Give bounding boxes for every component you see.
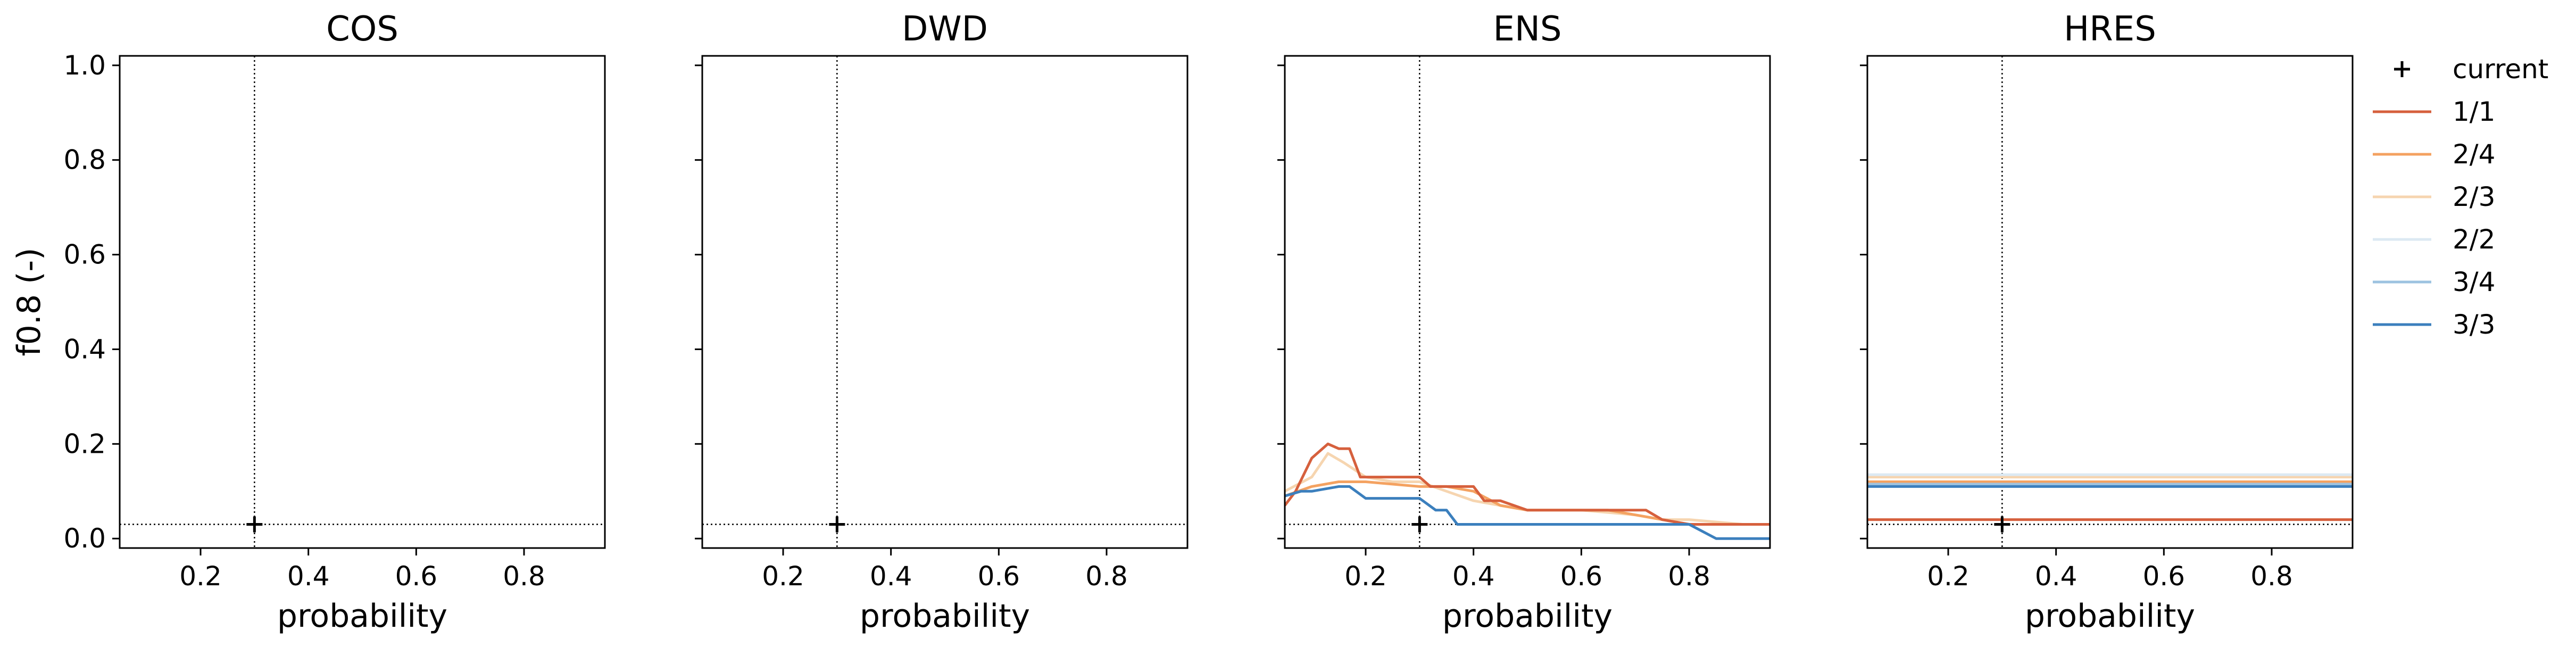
panel-hres: HRES 0.2 0.4 0.6 0.8 probability: [1860, 10, 2354, 635]
legend-item-2-of-2: 2/2: [2373, 224, 2495, 255]
chart-panels: COS 0.2 0.4 0.6 0.8 probability 0.0 0.2 0.4 0.6 0.…: [11, 10, 2354, 635]
legend-item-2-of-4: 2/4: [2373, 139, 2495, 170]
current-marker: [1994, 516, 2010, 533]
panel-title-hres: HRES: [2064, 10, 2156, 49]
series-group: [1285, 442, 1770, 540]
legend-label: 2/3: [2453, 181, 2495, 212]
y-tick-label: 0.0: [63, 523, 106, 554]
series-line-1-of-1-ens: [1285, 442, 1770, 526]
x-tick-label: 0.2: [762, 561, 804, 592]
legend-label: 3/3: [2453, 309, 2495, 340]
current-marker: [829, 516, 845, 533]
legend-item-current: current: [2394, 54, 2548, 85]
chart-legend: current 1/1 2/4 2/3 2/2 3/4 3/3: [2373, 54, 2548, 340]
legend-label: 3/4: [2453, 267, 2495, 297]
panel-title-dwd: DWD: [902, 10, 988, 49]
x-tick-label: 0.8: [503, 561, 545, 592]
x-tick-label: 0.2: [1927, 561, 1970, 592]
legend-item-2-of-3: 2/3: [2373, 181, 2495, 212]
x-axis-label: probability: [277, 598, 447, 635]
x-tick-label: 0.4: [2035, 561, 2078, 592]
series-line-2-of-3-ens: [1285, 452, 1770, 526]
y-tick-label: 0.4: [63, 334, 106, 364]
panel-ens: ENS 0.2 0.4 0.6 0.8 probability: [1277, 10, 1771, 635]
legend-item-3-of-3: 3/3: [2373, 309, 2495, 340]
legend-label: 2/4: [2453, 139, 2495, 170]
legend-item-3-of-4: 3/4: [2373, 267, 2495, 297]
current-marker: [1411, 516, 1428, 533]
x-tick-label: 0.6: [978, 561, 1020, 592]
legend-label: 2/2: [2453, 224, 2495, 255]
x-tick-label: 0.8: [1085, 561, 1128, 592]
current-marker: [246, 516, 263, 533]
legend-item-1-of-1: 1/1: [2373, 96, 2495, 127]
panel-dwd: DWD 0.2 0.4 0.6 0.8 probability: [695, 10, 1189, 635]
y-tick-label: 0.8: [63, 145, 106, 176]
x-tick-label: 0.4: [870, 561, 912, 592]
legend-label: current: [2453, 54, 2548, 85]
x-tick-label: 0.8: [1668, 561, 1710, 592]
axes-frame: [1284, 55, 1771, 549]
x-tick-label: 0.2: [1344, 561, 1387, 592]
y-tick-label: 1.0: [63, 50, 106, 81]
panel-title-ens: ENS: [1493, 10, 1562, 49]
x-tick-label: 0.2: [179, 561, 222, 592]
axes-frame: [119, 55, 606, 549]
x-tick-label: 0.4: [287, 561, 330, 592]
axes-frame: [1866, 55, 2354, 549]
x-axis-label: probability: [860, 598, 1030, 635]
x-tick-label: 0.6: [1560, 561, 1603, 592]
x-tick-label: 0.8: [2250, 561, 2293, 592]
x-axis-label: probability: [1442, 598, 1613, 635]
x-tick-label: 0.6: [395, 561, 438, 592]
y-axis-label: f0.8 (-): [11, 247, 48, 356]
y-tick-label: 0.2: [63, 428, 106, 459]
panel-title-cos: COS: [326, 10, 398, 49]
axes-frame: [701, 55, 1189, 549]
legend-label: 1/1: [2453, 96, 2495, 127]
x-tick-label: 0.4: [1452, 561, 1495, 592]
y-tick-label: 0.6: [63, 239, 106, 270]
x-tick-label: 0.6: [2143, 561, 2186, 592]
series-line-2-of-4-ens: [1285, 480, 1770, 526]
series-group: [1867, 473, 2353, 521]
panel-cos: COS 0.2 0.4 0.6 0.8 probability 0.0 0.2 0.4 0.6 0.…: [11, 10, 606, 635]
series-line-3-of-3-ens: [1285, 485, 1770, 540]
x-axis-label: probability: [2025, 598, 2195, 635]
